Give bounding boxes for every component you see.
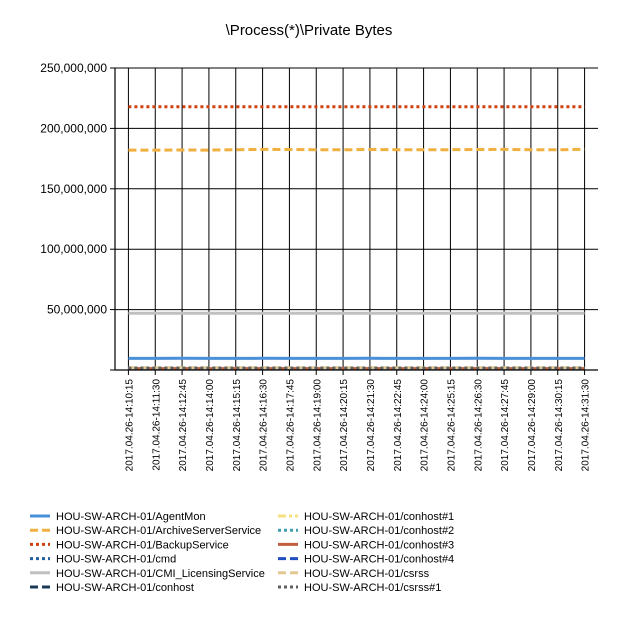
x-tick-label-11: 2017.04.26-14:24:00: [420, 379, 431, 472]
x-tick-label-10: 2017.04.26-14:22:45: [393, 379, 404, 472]
x-tick-label-1: 2017.04.26-14:11:30: [151, 379, 162, 471]
legend-label-11: HOU-SW-ARCH-01/csrss#1: [304, 582, 441, 594]
legend-label-2: HOU-SW-ARCH-01/BackupService: [56, 539, 229, 551]
x-tick-label-12: 2017.04.26-14:25:15: [446, 379, 457, 472]
x-tick-label-0: 2017.04.26-14:10:15: [124, 379, 135, 472]
x-tick-label-16: 2017.04.26-14:30:15: [554, 379, 565, 472]
legend-label-7: HOU-SW-ARCH-01/conhost#2: [304, 525, 454, 537]
x-tick-label-14: 2017.04.26-14:27:45: [500, 379, 511, 472]
x-tick-label-4: 2017.04.26-14:15:15: [232, 379, 243, 472]
x-tick-label-15: 2017.04.26-14:29:00: [527, 379, 538, 472]
x-tick-label-8: 2017.04.26-14:20:15: [339, 379, 350, 472]
x-tick-label-13: 2017.04.26-14:26:30: [473, 379, 484, 472]
y-tick-label-5: 250,000,000: [40, 61, 107, 75]
series-lines: [128, 105, 585, 371]
y-tick-label-1: 50,000,000: [47, 303, 107, 317]
x-tick-label-17: 2017.04.26-14:31:30: [581, 379, 592, 472]
x-tick-label-9: 2017.04.26-14:21:30: [366, 379, 377, 472]
x-tick-label-3: 2017.04.26-14:14:00: [205, 379, 216, 472]
x-axis: 2017.04.26-14:10:15 2017.04.26-14:11:30 20…: [124, 370, 592, 472]
legend-label-4: HOU-SW-ARCH-01/CMI_LicensingService: [56, 568, 265, 580]
y-tick-label-2: 100,000,000: [40, 242, 107, 256]
y-tick-label-3: 150,000,000: [40, 182, 107, 196]
legend-label-5: HOU-SW-ARCH-01/conhost: [56, 582, 194, 594]
y-tick-label-4: 200,000,000: [40, 121, 107, 135]
legend-label-3: HOU-SW-ARCH-01/cmd: [56, 554, 176, 566]
plot-frame: [114, 68, 598, 371]
y-axis: 50,000,000 100,000,000 150,000,000 200,000,…: [40, 61, 115, 371]
x-tick-label-5: 2017.04.26-14:16:30: [259, 379, 270, 472]
x-tick-label-6: 2017.04.26-14:17:45: [285, 379, 296, 472]
legend-label-8: HOU-SW-ARCH-01/conhost#3: [304, 539, 454, 551]
legend-label-10: HOU-SW-ARCH-01/csrss: [304, 568, 430, 580]
chart-title: \Process(*)\Private Bytes: [226, 22, 393, 39]
legend-label-9: HOU-SW-ARCH-01/conhost#4: [304, 554, 454, 566]
x-tick-label-7: 2017.04.26-14:19:00: [312, 379, 323, 472]
grid: [115, 67, 598, 371]
legend-label-6: HOU-SW-ARCH-01/conhost#1: [304, 511, 454, 523]
legend-label-0: HOU-SW-ARCH-01/AgentMon: [56, 511, 206, 523]
legend: HOU-SW-ARCH-01/AgentMon HOU-SW-ARCH-01/Ar…: [30, 511, 454, 594]
x-tick-label-2: 2017.04.26-14:12:45: [178, 379, 189, 472]
legend-label-1: HOU-SW-ARCH-01/ArchiveServerService: [56, 525, 261, 537]
series-line-1: [128, 147, 585, 152]
